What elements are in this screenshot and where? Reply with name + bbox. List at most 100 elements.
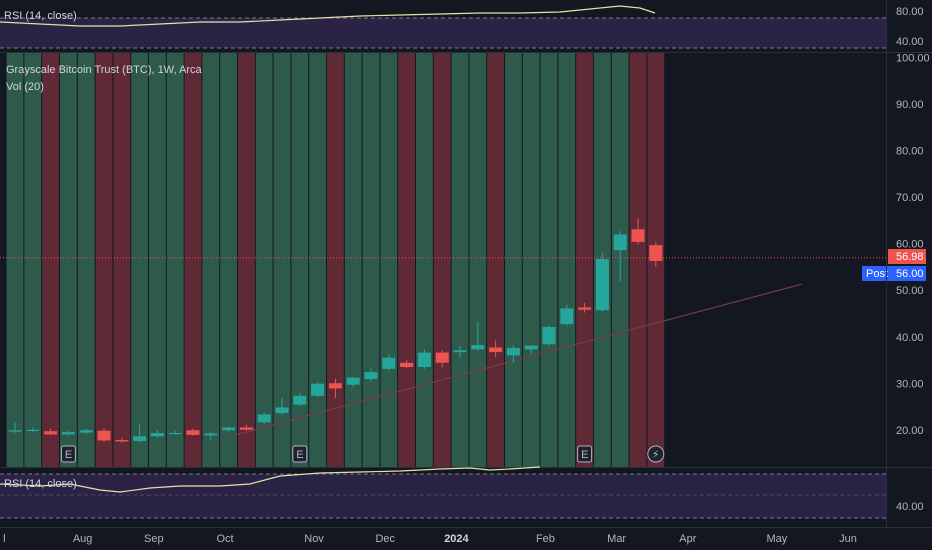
candle-body	[293, 395, 307, 405]
price-tick-label: 80.00	[896, 146, 924, 158]
volume-bar	[522, 53, 540, 467]
candle[interactable]	[150, 430, 164, 438]
volume-bar	[6, 53, 24, 467]
candle[interactable]	[133, 424, 147, 443]
rsi-top-tick-80: 80.00	[896, 6, 924, 18]
candle[interactable]	[613, 231, 627, 282]
chart-title: Grayscale Bitcoin Trust (BTC), 1W, Arca	[6, 64, 202, 76]
volume-bar	[505, 53, 522, 467]
candle[interactable]	[506, 345, 520, 363]
post-price-badge	[862, 266, 926, 281]
candle-body	[311, 383, 325, 396]
candle[interactable]	[61, 430, 75, 436]
dividend-marker[interactable]: ⚡	[647, 445, 665, 463]
candle[interactable]	[239, 424, 253, 431]
candle[interactable]	[542, 325, 556, 346]
candle[interactable]	[311, 382, 325, 398]
candle-body	[26, 429, 40, 431]
dividend-marker-circle	[647, 445, 665, 463]
candle[interactable]	[186, 428, 200, 436]
candle[interactable]	[8, 422, 22, 434]
candle[interactable]	[471, 321, 485, 351]
volume-bar	[24, 53, 42, 467]
rsi-bottom-band	[0, 474, 886, 518]
candle[interactable]	[26, 427, 40, 433]
candle[interactable]	[79, 428, 93, 434]
candle-body	[204, 433, 218, 436]
candle[interactable]	[453, 346, 467, 358]
time-tick-label: Mar	[607, 533, 626, 545]
candle[interactable]	[168, 430, 182, 435]
volume-bar	[451, 53, 469, 467]
volume-bar	[220, 53, 237, 467]
candle[interactable]	[293, 393, 307, 407]
candle[interactable]	[560, 304, 574, 326]
rsi-top-tick-40: 40.00	[896, 36, 924, 48]
dividend-marker-label: ⚡	[652, 449, 660, 461]
candle[interactable]	[417, 349, 431, 369]
candle[interactable]	[364, 368, 378, 382]
candle[interactable]	[578, 302, 592, 313]
rsi-bottom-tick-40: 40.00	[896, 501, 924, 513]
time-tick-label: Sep	[144, 533, 164, 545]
candle-body	[400, 362, 414, 367]
candle[interactable]	[649, 242, 663, 267]
candle[interactable]	[382, 354, 396, 371]
post-price-tag: Post	[866, 268, 888, 280]
last-price-label: 56.98	[896, 251, 924, 263]
candle[interactable]	[435, 350, 449, 368]
candle[interactable]	[44, 428, 58, 436]
candle[interactable]	[97, 428, 111, 442]
volume-bar	[77, 53, 95, 467]
price-tick-label: 30.00	[896, 378, 924, 390]
candle-body	[524, 345, 538, 350]
rsi-top-label: RSI (14, close)	[4, 10, 77, 22]
volume-bar	[273, 53, 291, 467]
volume-bar	[113, 53, 131, 467]
candle-body	[115, 440, 129, 442]
candle-body	[595, 259, 609, 311]
candle-body	[382, 357, 396, 369]
candle[interactable]	[400, 360, 414, 369]
candle[interactable]	[631, 218, 645, 245]
candle-body	[8, 430, 22, 432]
candle[interactable]	[204, 432, 218, 441]
volume-bar	[362, 53, 380, 467]
earnings-marker-label: E	[65, 449, 72, 461]
candle[interactable]	[595, 252, 609, 312]
candle-body	[61, 432, 75, 435]
candle-body	[453, 350, 467, 353]
candle[interactable]	[524, 345, 538, 354]
candle[interactable]	[328, 378, 342, 399]
candle[interactable]	[222, 426, 236, 432]
volume-bar	[398, 53, 415, 467]
volume-bar	[344, 53, 362, 467]
candle-body	[328, 383, 342, 389]
rsi-top-line	[0, 5, 656, 27]
volume-bar	[42, 53, 59, 467]
candle-body	[97, 430, 111, 441]
candle-body	[489, 347, 503, 353]
candle-body	[364, 372, 378, 380]
candle[interactable]	[115, 438, 129, 443]
volume-bar	[309, 53, 326, 467]
candle-body	[471, 345, 485, 350]
post-price-label: 56.00	[896, 268, 924, 280]
volume-bar	[380, 53, 398, 467]
candle-body	[186, 430, 200, 435]
price-axis: 20.00 30.00 40.00 50.00 60.00 70.00 80.00 90.00…	[896, 53, 930, 437]
earnings-marker[interactable]: E	[60, 445, 76, 463]
earnings-marker[interactable]: E	[292, 445, 308, 463]
trendline[interactable]	[228, 283, 802, 438]
candle[interactable]	[275, 398, 289, 415]
rsi-bottom-label: RSI (14, close)	[4, 478, 77, 490]
earnings-marker[interactable]: E	[577, 445, 593, 463]
candle[interactable]	[489, 340, 503, 358]
candle[interactable]	[257, 412, 271, 424]
candle-body	[79, 430, 93, 433]
volume-bar	[469, 53, 487, 467]
candle[interactable]	[346, 376, 360, 387]
candle-body	[239, 427, 253, 430]
